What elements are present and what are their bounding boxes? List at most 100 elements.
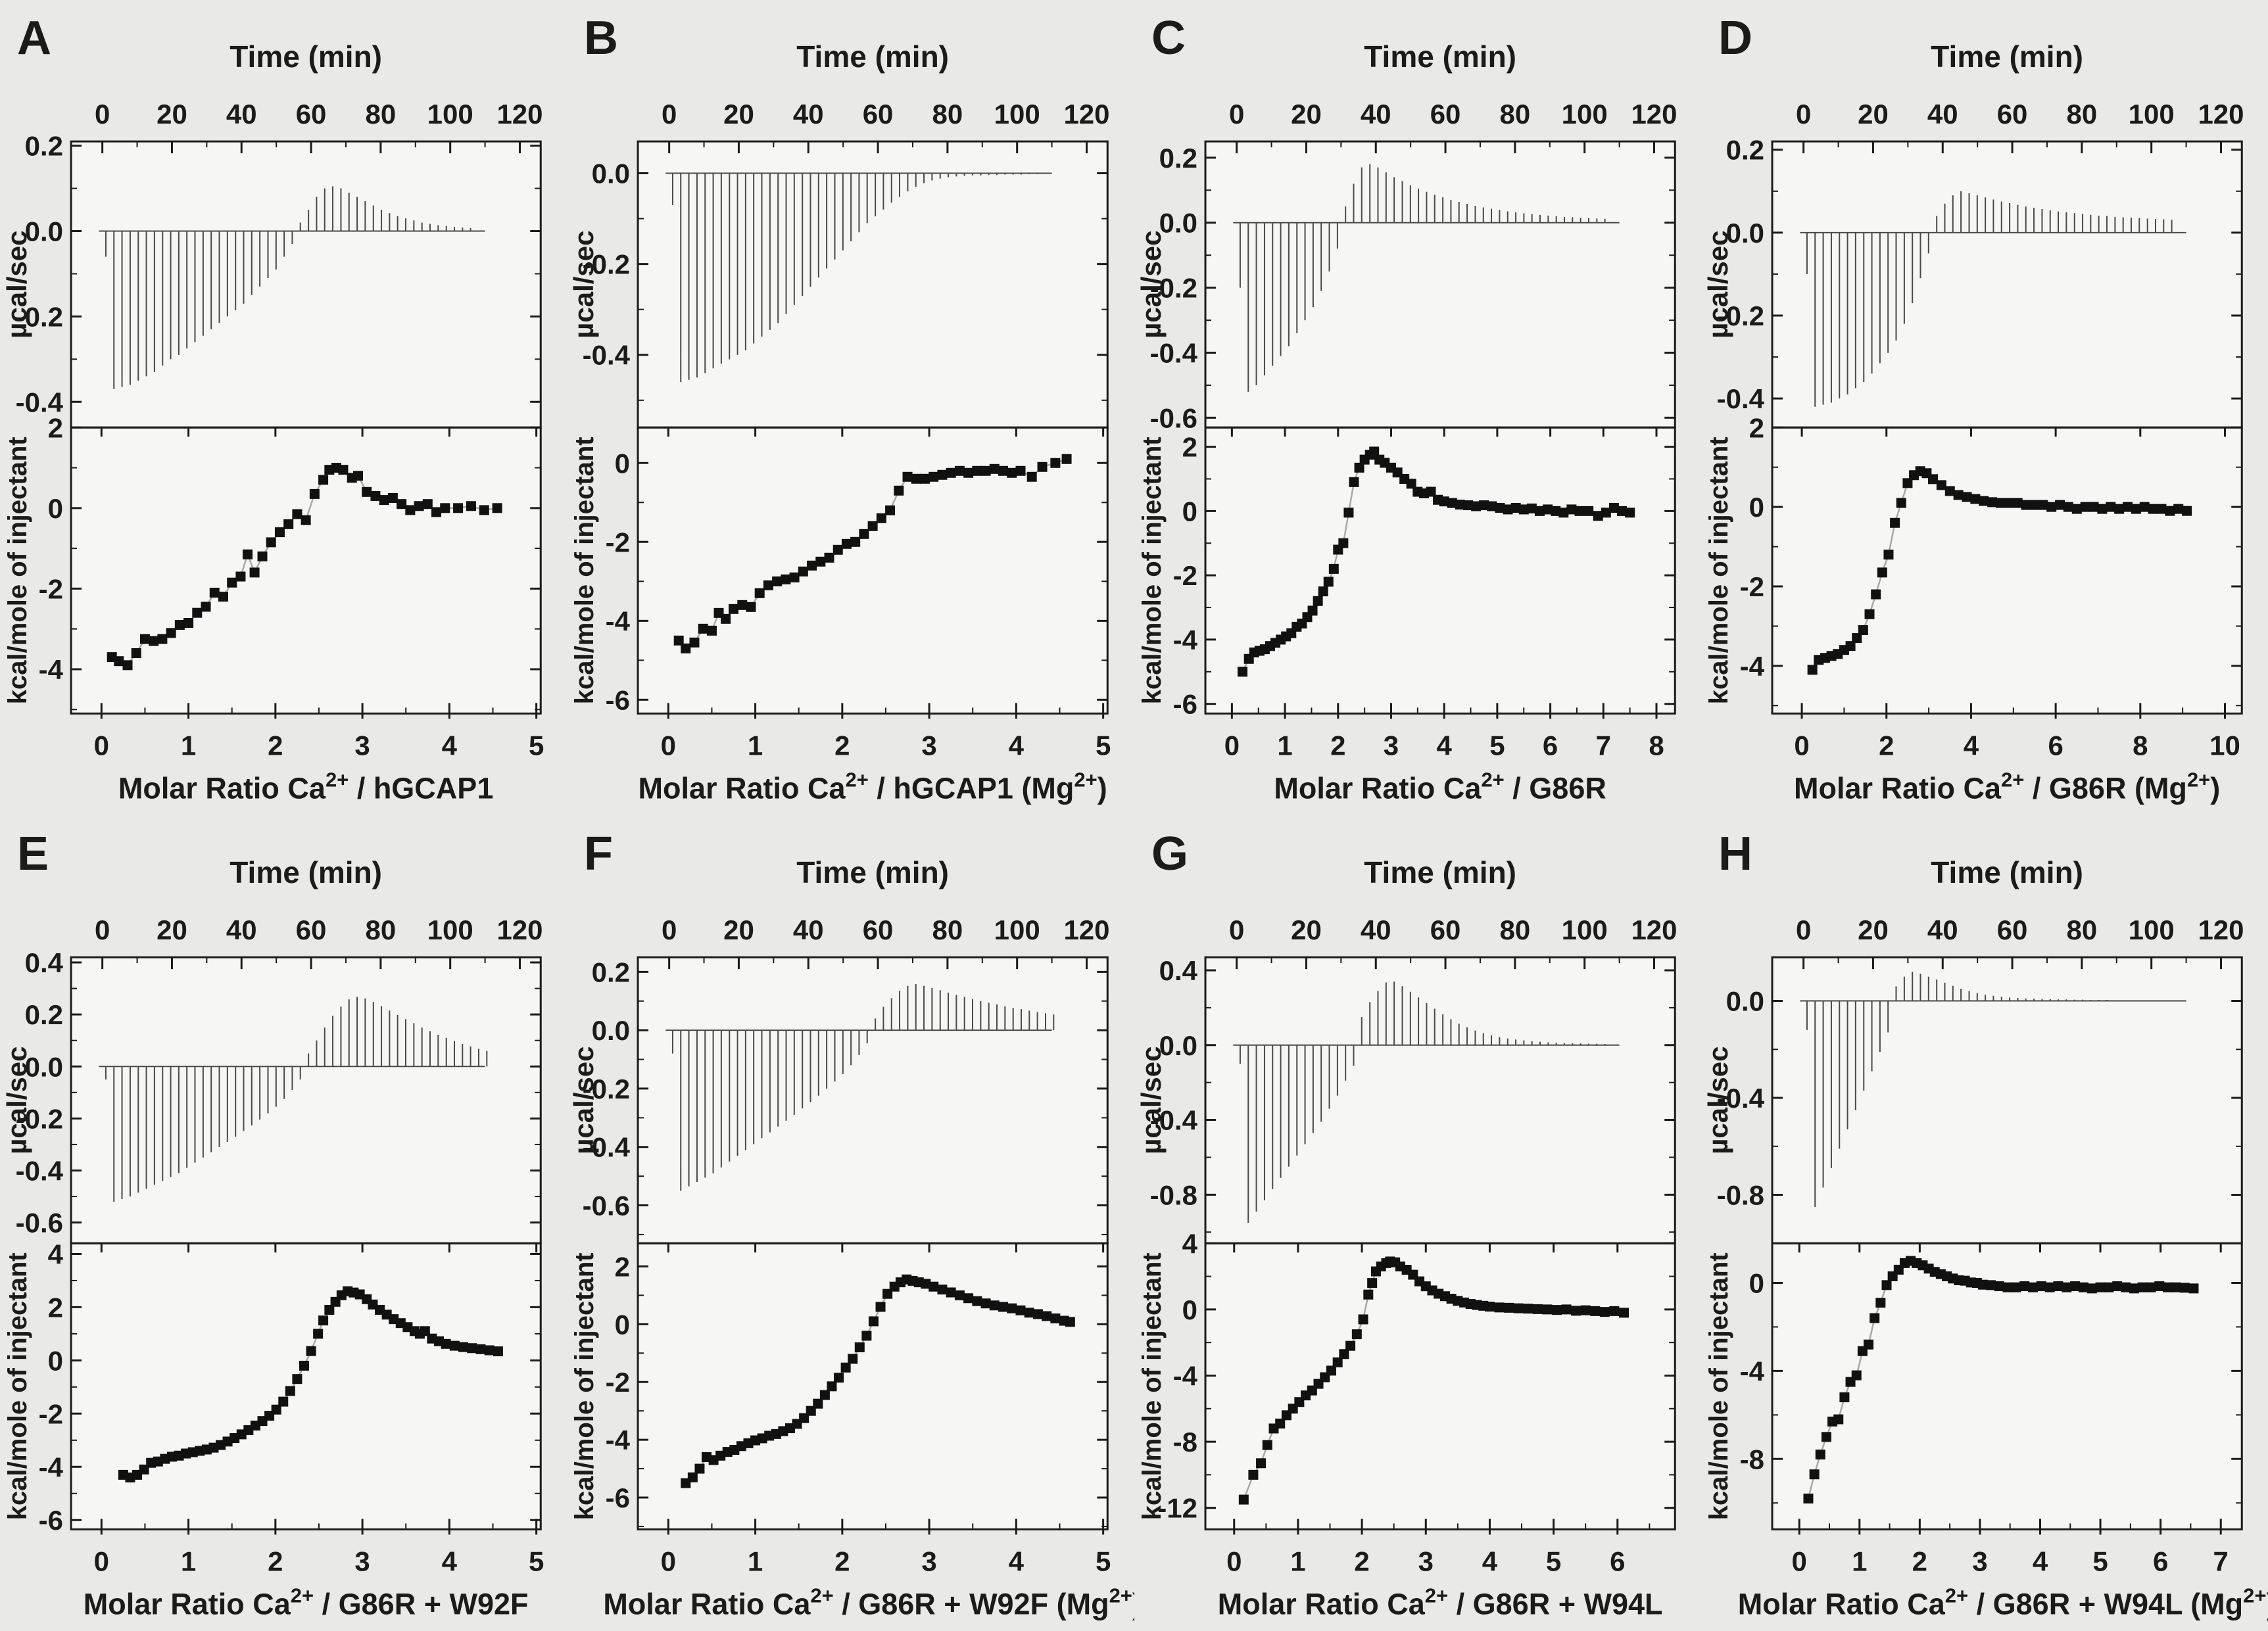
isotherm-series xyxy=(1238,1256,1629,1505)
iso-x-tick-label: 4 xyxy=(1009,730,1025,761)
scatter-point xyxy=(1024,1307,1034,1317)
thermo-y-axis-label: µcal/sec xyxy=(568,231,599,339)
scatter-point xyxy=(1833,1414,1844,1425)
isotherm-frame xyxy=(637,1242,1109,1530)
scatter-point xyxy=(1455,500,1465,510)
iso-y-tick-label: -6 xyxy=(606,684,630,715)
time-tick-label: 0 xyxy=(95,914,110,945)
scatter-point xyxy=(1318,586,1328,597)
iso-x-tick-label: 0 xyxy=(94,730,109,761)
scatter-point xyxy=(998,1301,1009,1312)
time-tick-label: 80 xyxy=(366,914,397,945)
time-tick-label: 20 xyxy=(723,914,754,945)
scatter-point xyxy=(1574,506,1584,516)
thermo-y-tick-label: -0.2 xyxy=(1716,300,1764,331)
time-tick-label: 100 xyxy=(994,914,1040,945)
time-axis-title: Time (min) xyxy=(1364,855,1516,889)
scatter-point xyxy=(746,602,756,612)
scatter-point xyxy=(1426,486,1436,497)
scatter-point xyxy=(1534,506,1545,516)
iso-y-axis-label: kcal/mole of injectant xyxy=(3,1252,32,1520)
time-tick-label: 80 xyxy=(366,99,397,130)
iso-x-tick-label: 7 xyxy=(2213,1546,2228,1576)
scatter-point xyxy=(2181,506,2192,516)
thermo-y-tick-label: -0.8 xyxy=(1149,1179,1197,1210)
thermo-y-tick-label: 0.0 xyxy=(1725,218,1764,248)
scatter-point xyxy=(1237,667,1247,677)
iso-x-tick-label: 6 xyxy=(2153,1546,2168,1576)
scatter-point xyxy=(2062,1282,2072,1292)
scatter-point xyxy=(1522,1303,1533,1313)
iso-x-tick-label: 4 xyxy=(442,1546,458,1576)
thermogram-plot-area xyxy=(1772,141,2242,428)
scatter-point xyxy=(754,588,765,598)
iso-x-axis-label: Molar Ratio Ca2+ / G86R + W92F (Mg2+) xyxy=(604,1584,1134,1620)
scatter-point xyxy=(257,551,268,561)
thermogram-plot-area xyxy=(71,957,541,1243)
thermogram-spikes xyxy=(1806,971,2173,1207)
scatter-point xyxy=(174,620,185,630)
axes xyxy=(1204,140,1676,715)
iso-y-tick-label: -2 xyxy=(606,1367,630,1398)
iso-y-tick-label: -4 xyxy=(1172,1360,1197,1391)
scatter-point xyxy=(1858,625,1868,635)
iso-x-tick-label: 6 xyxy=(1542,730,1557,761)
scatter-point xyxy=(2046,502,2056,512)
thermo-y-tick-label: -0.4 xyxy=(583,1131,631,1162)
axes xyxy=(1771,956,2243,1530)
scatter-point xyxy=(1889,517,1900,528)
scatter-point xyxy=(1526,503,1537,513)
axes xyxy=(1771,140,2243,715)
iso-y-tick-label: 2 xyxy=(48,412,63,443)
scatter-point xyxy=(1323,577,1334,587)
thermo-y-tick-label: 0.2 xyxy=(1159,143,1197,174)
scatter-point xyxy=(894,485,904,496)
iso-y-axis-label: kcal/mole of injectant xyxy=(570,437,599,704)
thermo-y-tick-label: -0.4 xyxy=(1716,383,1764,414)
scatter-point xyxy=(789,572,800,582)
thermo-y-tick-label: -0.4 xyxy=(1149,1104,1197,1135)
scatter-point xyxy=(1345,1340,1355,1351)
panel-e: E Time (min) 0 20 40 60 80 100 120 0.4 0.2 0.0 -0.2-… xyxy=(0,816,567,1631)
iso-y-tick-label: -4 xyxy=(39,654,64,685)
scatter-point xyxy=(309,488,320,499)
scatter-point xyxy=(1033,1308,1044,1319)
scatter-point xyxy=(1558,508,1568,518)
iso-y-tick-label: -4 xyxy=(1739,651,1764,682)
scatter-point xyxy=(963,1292,974,1303)
iso-x-tick-label: 5 xyxy=(1096,730,1111,761)
scatter-point xyxy=(1624,508,1635,518)
thermogram-series xyxy=(1232,981,1620,1223)
time-tick-label: 40 xyxy=(226,914,257,945)
ticks xyxy=(71,957,541,1534)
scatter-point xyxy=(980,465,991,476)
scatter-point xyxy=(1354,462,1364,473)
scatter-point xyxy=(475,1344,486,1354)
iso-x-tick-label: 5 xyxy=(529,730,544,761)
iso-x-axis-label: Molar Ratio Ca2+ / G86R + W94L xyxy=(1217,1584,1662,1620)
iso-y-tick-label: -2 xyxy=(1172,560,1197,591)
scatter-point xyxy=(2156,504,2167,514)
scatter-point xyxy=(2038,500,2048,510)
iso-y-axis-label: kcal/mole of injectant xyxy=(570,1252,599,1520)
isotherm-frame xyxy=(70,1242,542,1530)
iso-y-tick-label: -4 xyxy=(606,605,631,636)
iso-x-tick-label: 0 xyxy=(1791,1546,1806,1576)
scatter-point xyxy=(2179,1282,2190,1292)
scatter-point xyxy=(387,493,398,504)
panel-letter: E xyxy=(17,828,49,880)
scatter-point xyxy=(1902,478,1913,488)
minor-ticks xyxy=(1772,141,2242,714)
scatter-point xyxy=(362,486,372,497)
iso-y-tick-label: -2 xyxy=(39,1398,63,1429)
panel-h: H Time (min) 0 20 40 60 80 100 120 0.0 -0.4 -0.8 µca… xyxy=(1701,816,2268,1631)
scatter-point xyxy=(2080,502,2090,512)
iso-x-tick-label: 5 xyxy=(529,1546,544,1576)
scatter-point xyxy=(875,1301,886,1312)
scatter-point xyxy=(1447,498,1457,508)
iso-y-tick-label: 2 xyxy=(1182,432,1197,463)
panel-e-svg: E Time (min)0 20 40 60 80 100 1200.40.20.0-0.2-… xyxy=(1,828,544,1620)
scatter-point xyxy=(1065,1316,1076,1327)
iso-y-tick-label: -4 xyxy=(1172,625,1197,655)
time-tick-label: 40 xyxy=(793,99,824,130)
